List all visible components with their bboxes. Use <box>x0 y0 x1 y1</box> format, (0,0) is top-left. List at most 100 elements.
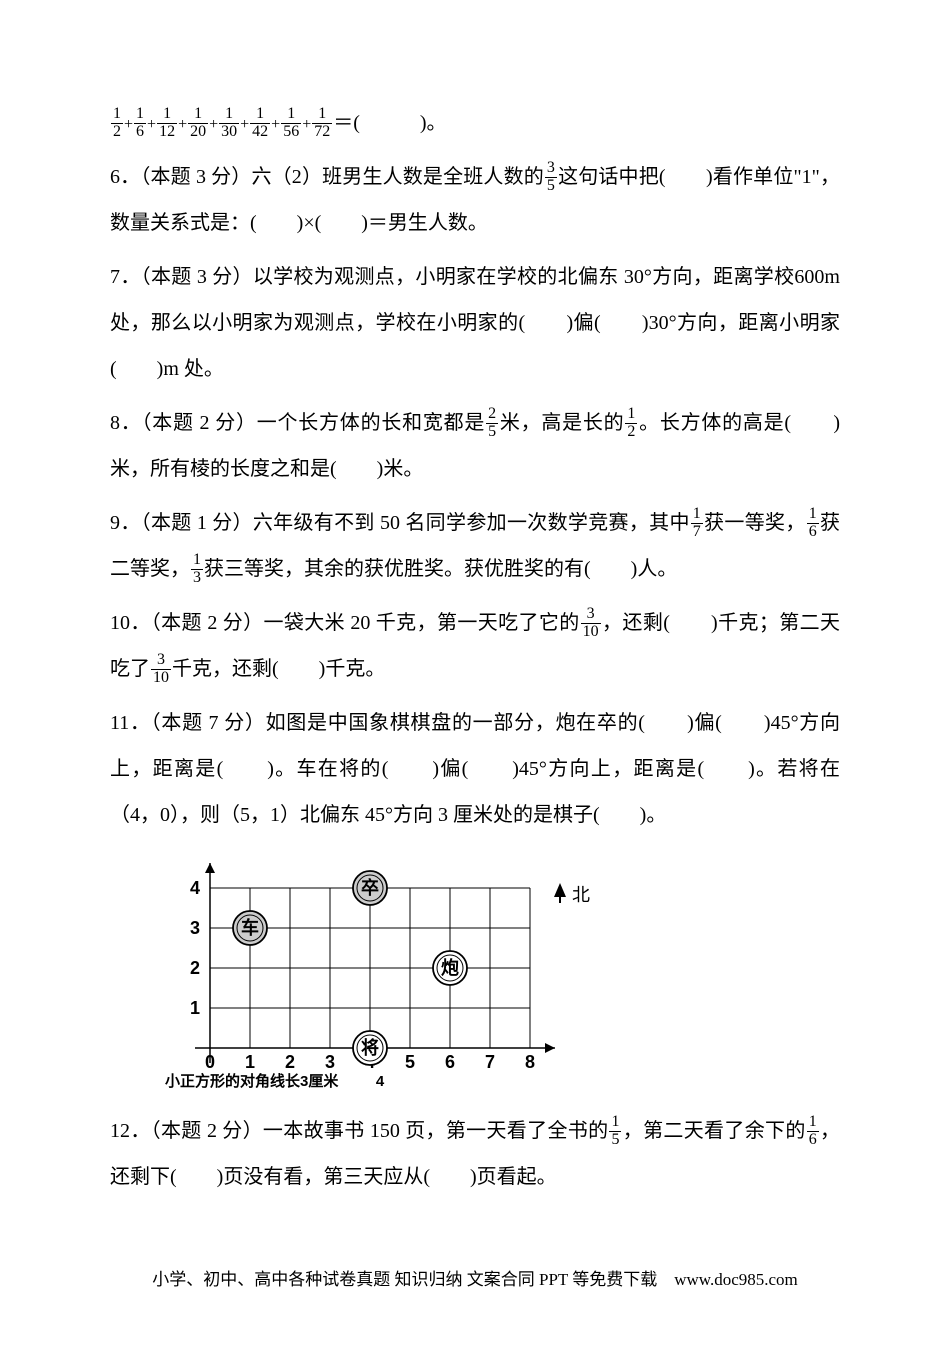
denominator: 42 <box>250 124 270 141</box>
svg-text:2: 2 <box>190 958 200 978</box>
fraction: 16 <box>134 106 146 141</box>
question-6: 6．（本题 3 分）六（2）班男生人数是全班人数的35这句话中把( )看作单位"… <box>110 154 840 246</box>
denominator: 2 <box>625 424 637 441</box>
fraction: 16 <box>807 1114 819 1149</box>
svg-text:2: 2 <box>285 1052 295 1072</box>
plus-sign: + <box>271 116 280 133</box>
question-7: 7．（本题 3 分）以学校为观测点，小明家在学校的北偏东 30°方向，距离学校6… <box>110 254 840 392</box>
q12-mid: ，第二天看了余下的 <box>622 1120 805 1142</box>
plus-sign: + <box>147 116 156 133</box>
denominator: 20 <box>188 124 208 141</box>
denominator: 6 <box>134 124 146 141</box>
fraction: 15 <box>609 1114 621 1149</box>
q10-post: 千克，还剩( )千克。 <box>172 658 385 680</box>
denominator: 72 <box>312 124 332 141</box>
fraction: 35 <box>545 160 557 195</box>
svg-text:8: 8 <box>525 1052 535 1072</box>
fraction: 142 <box>250 106 270 141</box>
svg-text:5: 5 <box>405 1052 415 1072</box>
svg-text:4: 4 <box>190 878 200 898</box>
q6-pre: 6．（本题 3 分）六（2）班男生人数是全班人数的 <box>110 166 544 188</box>
denominator: 2 <box>111 124 123 141</box>
plus-sign: + <box>240 116 249 133</box>
q9-mid1: 获一等奖， <box>704 512 806 534</box>
fraction: 112 <box>157 106 177 141</box>
svg-text:1: 1 <box>190 998 200 1018</box>
q8-pre: 8．（本题 2 分）一个长方体的长和宽都是 <box>110 412 485 434</box>
question-12: 12．（本题 2 分）一本故事书 150 页，第一天看了全书的15，第二天看了余… <box>110 1108 840 1200</box>
denominator: 56 <box>281 124 301 141</box>
plus-sign: + <box>124 116 133 133</box>
question-5: 12+16+112+120+130+142+156+172＝( )。 <box>110 100 840 146</box>
plus-sign: + <box>209 116 218 133</box>
numerator: 3 <box>581 606 601 624</box>
fraction: 13 <box>191 552 203 587</box>
fraction: 120 <box>188 106 208 141</box>
denominator: 30 <box>219 124 239 141</box>
question-10: 10．（本题 2 分）一袋大米 20 千克，第一天吃了它的310，还剩( )千克… <box>110 600 840 692</box>
question-8: 8．（本题 2 分）一个长方体的长和宽都是25米，高是长的12。长方体的高是( … <box>110 400 840 492</box>
numerator: 1 <box>188 106 208 124</box>
numerator: 2 <box>486 406 498 424</box>
svg-text:1: 1 <box>245 1052 255 1072</box>
page-footer: 小学、初中、高中各种试卷真题 知识归纳 文案合同 PPT 等免费下载 www.d… <box>110 1260 840 1299</box>
fraction: 156 <box>281 106 301 141</box>
numerator: 1 <box>281 106 301 124</box>
svg-text:3: 3 <box>325 1052 335 1072</box>
svg-text:车: 车 <box>241 917 259 938</box>
svg-text:4: 4 <box>376 1073 385 1088</box>
plus-sign: + <box>178 116 187 133</box>
svg-text:3: 3 <box>190 918 200 938</box>
chess-svg: 0123456781234小正方形的对角线长3厘米4北卒车炮将 <box>150 848 650 1088</box>
plus-sign: + <box>302 116 311 133</box>
denominator: 5 <box>545 178 557 195</box>
fraction: 172 <box>312 106 332 141</box>
eq-terms: 12+16+112+120+130+142+156+172 <box>110 112 333 134</box>
numerator: 1 <box>111 106 123 124</box>
numerator: 1 <box>219 106 239 124</box>
fraction: 130 <box>219 106 239 141</box>
denominator: 10 <box>151 670 171 687</box>
numerator: 1 <box>609 1114 621 1132</box>
denominator: 7 <box>691 524 703 541</box>
svg-text:炮: 炮 <box>441 957 459 978</box>
fraction: 310 <box>581 606 601 641</box>
svg-text:将: 将 <box>361 1037 379 1058</box>
q9-post: 获三等奖，其余的获优胜奖。获优胜奖的有( )人。 <box>204 558 677 580</box>
q8-mid: 米，高是长的 <box>499 412 624 434</box>
numerator: 3 <box>545 160 557 178</box>
denominator: 6 <box>807 1132 819 1149</box>
numerator: 1 <box>312 106 332 124</box>
svg-text:小正方形的对角线长3厘米: 小正方形的对角线长3厘米 <box>165 1072 339 1088</box>
fraction: 16 <box>807 506 819 541</box>
numerator: 1 <box>191 552 203 570</box>
svg-text:7: 7 <box>485 1052 495 1072</box>
numerator: 1 <box>134 106 146 124</box>
fraction: 12 <box>625 406 637 441</box>
svg-text:北: 北 <box>572 885 590 905</box>
numerator: 1 <box>691 506 703 524</box>
denominator: 3 <box>191 570 203 587</box>
fraction: 310 <box>151 652 171 687</box>
svg-text:0: 0 <box>205 1052 215 1072</box>
question-11: 11．（本题 7 分）如图是中国象棋棋盘的一部分，炮在卒的( )偏( )45°方… <box>110 700 840 838</box>
svg-text:6: 6 <box>445 1052 455 1072</box>
denominator: 10 <box>581 624 601 641</box>
denominator: 5 <box>609 1132 621 1149</box>
numerator: 1 <box>807 506 819 524</box>
svg-text:卒: 卒 <box>361 877 379 898</box>
q10-pre: 10．（本题 2 分）一袋大米 20 千克，第一天吃了它的 <box>110 612 580 634</box>
denominator: 12 <box>157 124 177 141</box>
numerator: 1 <box>807 1114 819 1132</box>
numerator: 3 <box>151 652 171 670</box>
chess-diagram: 0123456781234小正方形的对角线长3厘米4北卒车炮将 <box>150 848 650 1088</box>
denominator: 5 <box>486 424 498 441</box>
fraction: 25 <box>486 406 498 441</box>
numerator: 1 <box>157 106 177 124</box>
question-9: 9．（本题 1 分）六年级有不到 50 名同学参加一次数学竞赛，其中17获一等奖… <box>110 500 840 592</box>
numerator: 1 <box>250 106 270 124</box>
q12-pre: 12．（本题 2 分）一本故事书 150 页，第一天看了全书的 <box>110 1120 608 1142</box>
q9-pre: 9．（本题 1 分）六年级有不到 50 名同学参加一次数学竞赛，其中 <box>110 512 690 534</box>
eq-tail: ＝( )。 <box>333 112 446 134</box>
denominator: 6 <box>807 524 819 541</box>
